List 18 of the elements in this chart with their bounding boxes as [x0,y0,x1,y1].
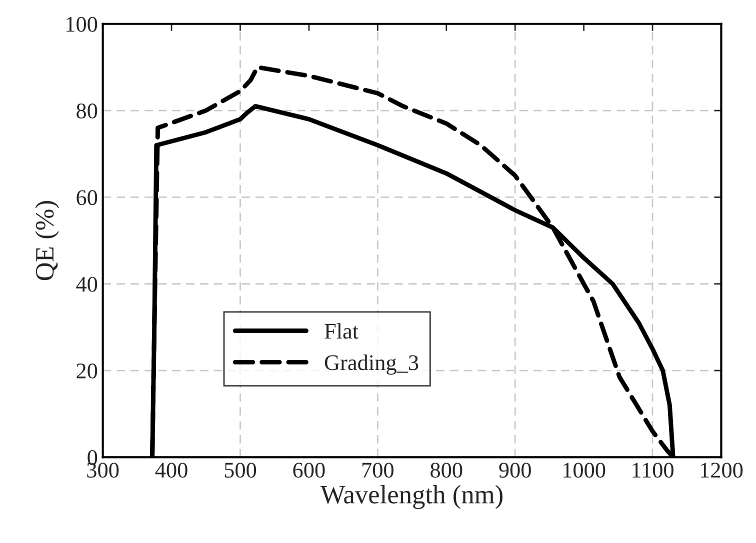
y-tick-label: 100 [66,16,98,32]
x-tick-label: 900 [499,462,531,478]
x-tick-label: 1100 [632,462,674,478]
x-tick-label: 1000 [564,462,606,478]
y-axis-title: QE (%) [35,201,60,280]
y-tick-label: 20 [76,363,98,378]
legend-label: Grading_3 [324,354,418,375]
y-tick-label: 40 [76,276,98,292]
x-tick-label: 600 [293,462,325,478]
y-tick-label: 80 [76,103,98,118]
legend-label: Flat [324,323,358,339]
y-tick-label: 60 [76,190,98,206]
x-axis-title: Wavelength (nm) [320,485,502,510]
x-tick-label: 700 [362,462,394,478]
x-tick-label: 1200 [700,462,743,478]
x-tick-label: 800 [430,462,462,478]
x-tick-label: 400 [155,462,188,478]
x-tick-label: 500 [224,462,256,478]
